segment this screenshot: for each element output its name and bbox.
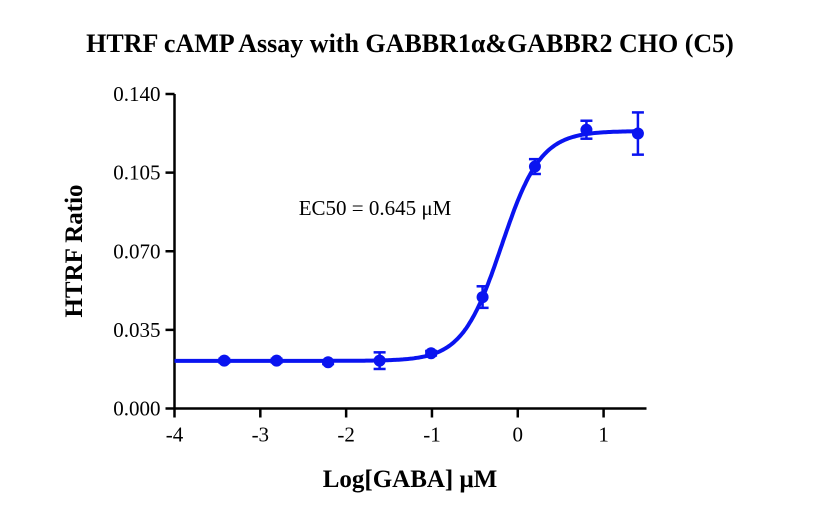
ec50-annotation: EC50 = 0.645 μM (299, 196, 452, 220)
y-tick-label: 0.105 (113, 161, 160, 185)
chart-title: HTRF cAMP Assay with GABBR1α&GABBR2 CHO … (86, 29, 734, 58)
data-point (425, 347, 438, 360)
y-tick-label: 0.000 (113, 397, 160, 421)
x-tick-label: -4 (166, 423, 184, 447)
x-axis-label: Log[GABA] μM (323, 466, 498, 493)
data-point (631, 127, 644, 140)
fit-curve (174, 129, 638, 363)
y-axis-label: HTRF Ratio (61, 184, 88, 317)
data-point (528, 160, 541, 173)
x-tick-label: -1 (423, 423, 441, 447)
data-point (270, 354, 283, 367)
data-point (373, 354, 386, 367)
x-tick-label: -3 (252, 423, 270, 447)
data-point (218, 354, 231, 367)
y-tick-label: 0.035 (113, 318, 160, 342)
data-point (322, 356, 335, 369)
x-tick-label: -2 (337, 423, 355, 447)
y-tick-label: 0.070 (113, 239, 160, 263)
y-tick-label: 0.140 (113, 82, 160, 106)
x-tick-label: 0 (513, 423, 524, 447)
data-point (580, 123, 593, 136)
data-point (476, 291, 489, 304)
x-tick-label: 1 (598, 423, 609, 447)
